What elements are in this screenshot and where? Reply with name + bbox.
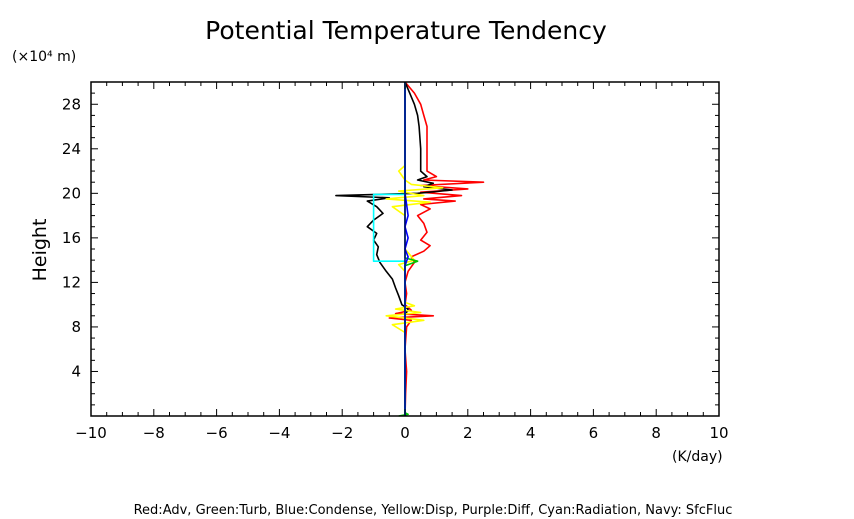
y-axis-unit: (×10⁴ m) [12,49,76,65]
x-tick-label: 10 [709,424,728,442]
series-legend: Red:Adv, Green:Turb, Blue:Condense, Yell… [134,503,733,518]
x-tick-label: 2 [463,424,473,442]
series-line-1 [335,81,453,416]
x-tick-label: −4 [268,424,290,442]
x-tick-label: 4 [526,424,536,442]
x-tick-label: −6 [206,424,228,442]
y-tick-label: 24 [62,140,81,158]
series-line-3 [398,82,419,417]
series-line-2 [385,82,444,416]
x-tick-label: −10 [75,424,107,442]
plot-frame [90,81,720,417]
y-tick-label: 4 [71,362,81,380]
y-tick-label: 16 [62,229,81,247]
x-tick-label: 6 [589,424,599,442]
x-tick-label: −8 [143,424,165,442]
y-tick-label: 28 [62,95,81,113]
series-group [335,81,485,417]
chart-title: Potential Temperature Tendency [205,16,607,45]
series-line-0 [388,81,485,417]
x-axis-unit: (K/day) [672,449,723,465]
y-axis-label: Height [29,219,51,282]
x-tick-label: 8 [651,424,661,442]
y-tick-label: 20 [62,184,81,202]
x-tick-label: 0 [400,424,410,442]
y-tick-label: 12 [62,273,81,291]
x-tick-label: −2 [331,424,353,442]
y-tick-label: 8 [71,318,81,336]
